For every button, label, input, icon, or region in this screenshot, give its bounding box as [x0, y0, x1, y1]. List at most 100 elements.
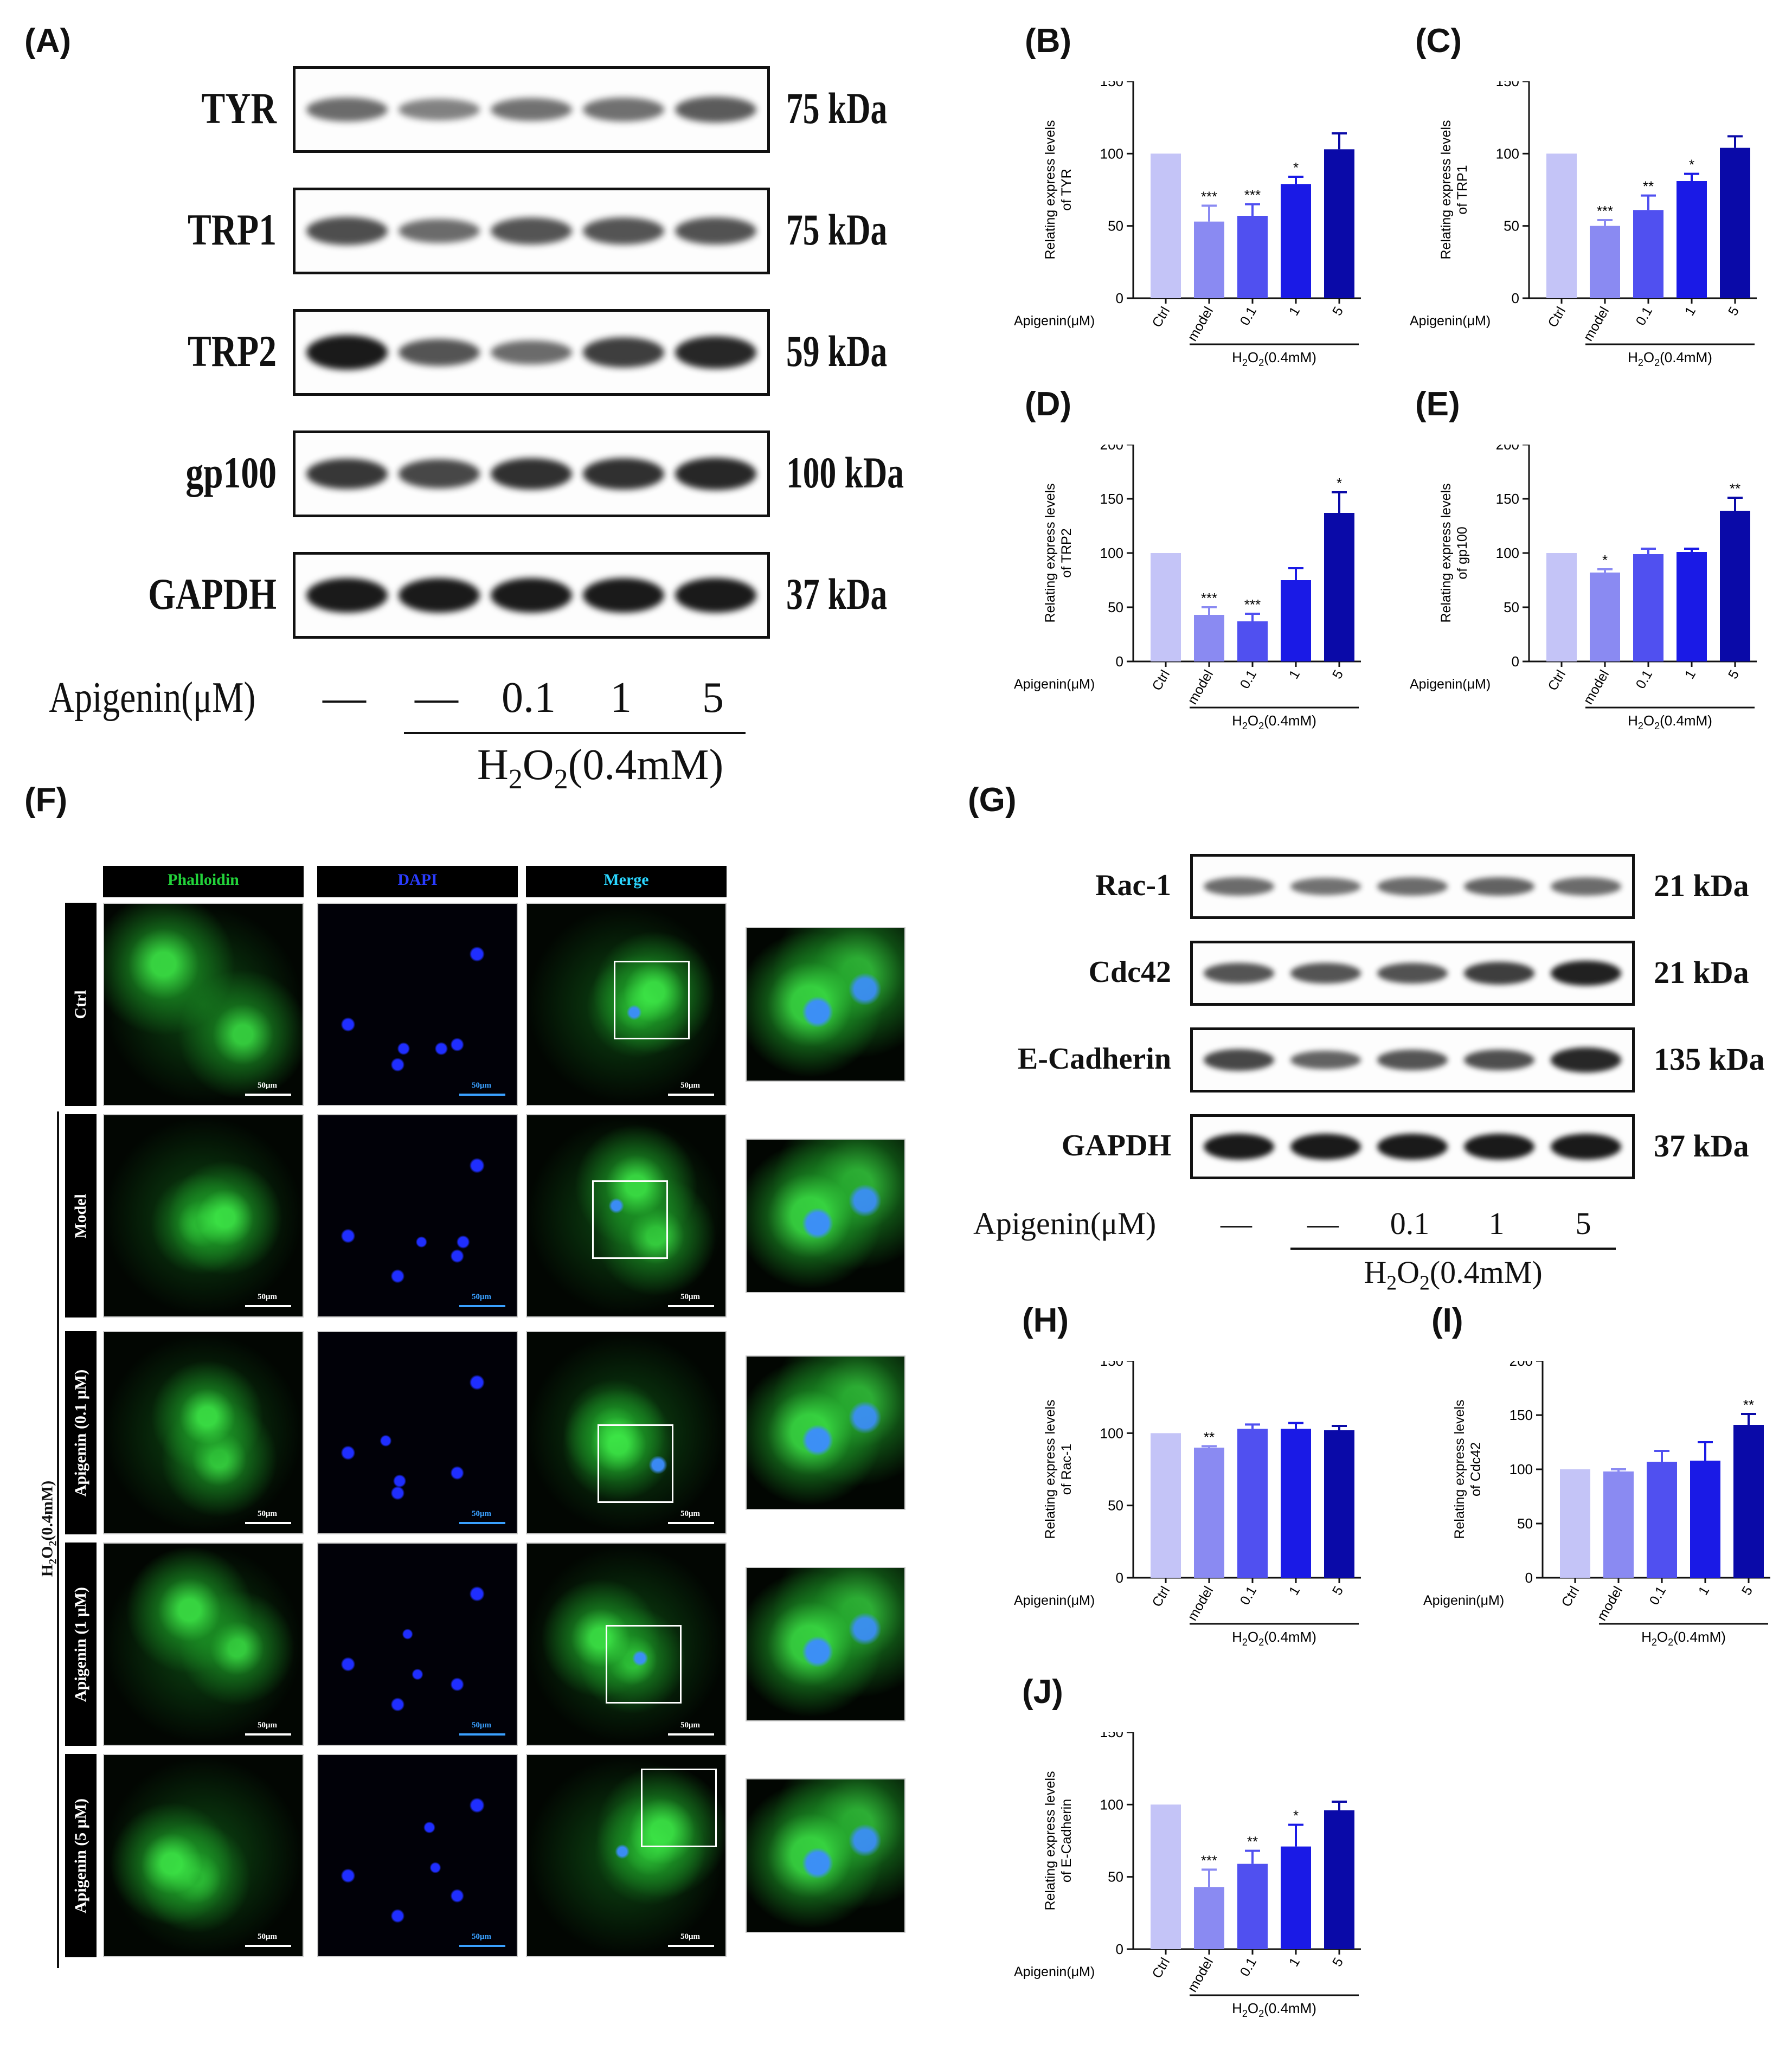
treatment-H: H — [1232, 712, 1242, 729]
apigenin-label: Apigenin(μM) — [49, 674, 256, 722]
blot-protein-label: TYR — [201, 83, 277, 133]
scale-bar — [459, 1945, 505, 1947]
scale-bar-label: 50μm — [258, 1081, 277, 1090]
zoom-region-box — [606, 1625, 682, 1704]
blot-membrane — [1190, 854, 1635, 919]
blot-band — [491, 458, 572, 490]
treatment-sub: 2 — [1258, 2008, 1264, 2019]
blot-band — [306, 97, 388, 122]
scale-bar-label: 50μm — [258, 1509, 277, 1518]
treatment-label: H2O2(0.4mM) — [1232, 1629, 1316, 1648]
zoom-region-box — [592, 1180, 668, 1259]
bar-model — [1603, 1471, 1634, 1578]
significance-marker: * — [1293, 1808, 1299, 1824]
panel-label-F: (F) — [24, 781, 68, 819]
treatment-label: H2O2(0.4mM) — [1232, 349, 1316, 368]
scale-bar — [245, 1733, 291, 1736]
blot-band — [1464, 1134, 1534, 1160]
blot-membrane — [293, 66, 770, 153]
blot-membrane — [293, 188, 770, 274]
x-tick-label: 1 — [1682, 304, 1699, 318]
y-axis-label-line1: Relating express levels — [1043, 1399, 1058, 1539]
significance-marker: *** — [1597, 203, 1613, 219]
y-tick-label: 150 — [1496, 81, 1519, 89]
blot-band — [1464, 962, 1534, 985]
treatment-sub: 2 — [1258, 357, 1264, 368]
group-text: (0.4mM) — [38, 1480, 56, 1541]
blot-band — [675, 217, 756, 245]
y-tick-label: 50 — [1108, 599, 1123, 615]
treatment-label: H2O2(0.4mM) — [1628, 712, 1712, 731]
dapi-image: 50μm — [317, 1331, 518, 1534]
bar-0.1 — [1237, 216, 1268, 298]
dapi-image: 50μm — [317, 1754, 518, 1957]
scale-bar-label: 50μm — [680, 1509, 700, 1518]
treatment-conc: (0.4mM) — [1264, 349, 1316, 365]
panel-label-B: (B) — [1025, 22, 1072, 60]
treatment-sub: 2 — [1242, 2008, 1248, 2019]
y-tick-label: 50 — [1108, 1498, 1123, 1514]
y-tick-label: 0 — [1512, 653, 1519, 670]
y-tick-label: 150 — [1100, 491, 1123, 507]
x-tick-label: 0.1 — [1237, 1955, 1260, 1979]
channel-header: Merge — [526, 866, 727, 897]
bar-0.1 — [1237, 1429, 1268, 1578]
blot-band — [399, 459, 480, 489]
bar-5 — [1324, 1810, 1354, 1949]
treatment-text: H — [1364, 1254, 1387, 1290]
x-tick-label: Ctrl — [1149, 667, 1173, 693]
blot-membrane — [1190, 941, 1635, 1006]
blot-band — [1204, 963, 1274, 984]
condition-label: Model — [65, 1114, 97, 1318]
blot-protein-label: TRP1 — [188, 204, 277, 254]
zoom-region-box — [598, 1424, 673, 1503]
merge-image: 50μm — [526, 1543, 727, 1746]
bar-model — [1194, 221, 1224, 298]
phalloidin-image: 50μm — [103, 1114, 304, 1318]
x-tick-label: 5 — [1329, 1955, 1346, 1969]
blot-membrane — [293, 430, 770, 517]
x-tick-label: 1 — [1695, 1584, 1712, 1598]
significance-marker: * — [1689, 157, 1694, 173]
significance-marker: *** — [1201, 590, 1217, 606]
treatment-H: H — [1232, 349, 1242, 365]
y-tick-label: 50 — [1517, 1515, 1533, 1532]
y-tick-label: 100 — [1100, 145, 1123, 162]
bar-chart-I: Relating express levelsof Cdc42050100150… — [1423, 1361, 1770, 1648]
bar-1 — [1677, 181, 1707, 298]
y-axis-label: Relating express levelsof TRP2 — [1043, 483, 1074, 622]
bar-chart-J: Relating express levelsof E-Cadherin 0 50 1… — [1014, 1732, 1361, 2019]
bar-5 — [1324, 513, 1354, 661]
bar-model — [1590, 226, 1620, 298]
treatment-H: H — [1628, 349, 1638, 365]
bar-0.1 — [1633, 554, 1663, 661]
treatment-H: H — [1232, 2000, 1242, 2016]
zoomed-inset-image — [746, 1567, 905, 1721]
bar-1 — [1281, 1846, 1311, 1949]
blot-band — [583, 98, 664, 121]
bar-Ctrl — [1151, 553, 1181, 661]
bar-model — [1590, 573, 1620, 661]
blot-size-label: 37 kDa — [1654, 1128, 1749, 1164]
blot-band — [675, 336, 756, 369]
blot-band — [1204, 877, 1274, 896]
merge-image: 50μm — [526, 1754, 727, 1957]
scale-bar — [668, 1945, 714, 1947]
y-tick-label: 150 — [1100, 1732, 1123, 1740]
x-tick-label: Ctrl — [1545, 304, 1569, 330]
y-axis-label: Relating express levelsof Cdc42 — [1452, 1399, 1483, 1539]
blot-band — [1551, 1134, 1621, 1160]
y-tick-label: 100 — [1100, 545, 1123, 561]
scale-bar-label: 50μm — [258, 1293, 277, 1301]
y-tick-label: 100 — [1510, 1461, 1533, 1477]
bar-5 — [1324, 149, 1354, 298]
bar-1 — [1677, 552, 1707, 661]
blot-band — [675, 578, 756, 613]
blot-band — [399, 339, 480, 366]
blot-band — [1551, 1047, 1621, 1072]
treatment-conc: (0.4mM) — [1673, 1629, 1726, 1645]
blot-band — [1290, 963, 1361, 984]
bar-5 — [1720, 147, 1750, 298]
significance-marker: *** — [1201, 1852, 1217, 1868]
panel-label-G: (G) — [968, 781, 1017, 819]
